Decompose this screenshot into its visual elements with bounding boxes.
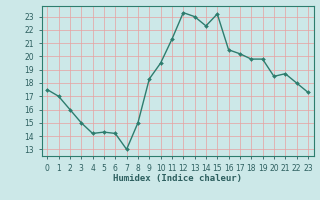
- X-axis label: Humidex (Indice chaleur): Humidex (Indice chaleur): [113, 174, 242, 183]
